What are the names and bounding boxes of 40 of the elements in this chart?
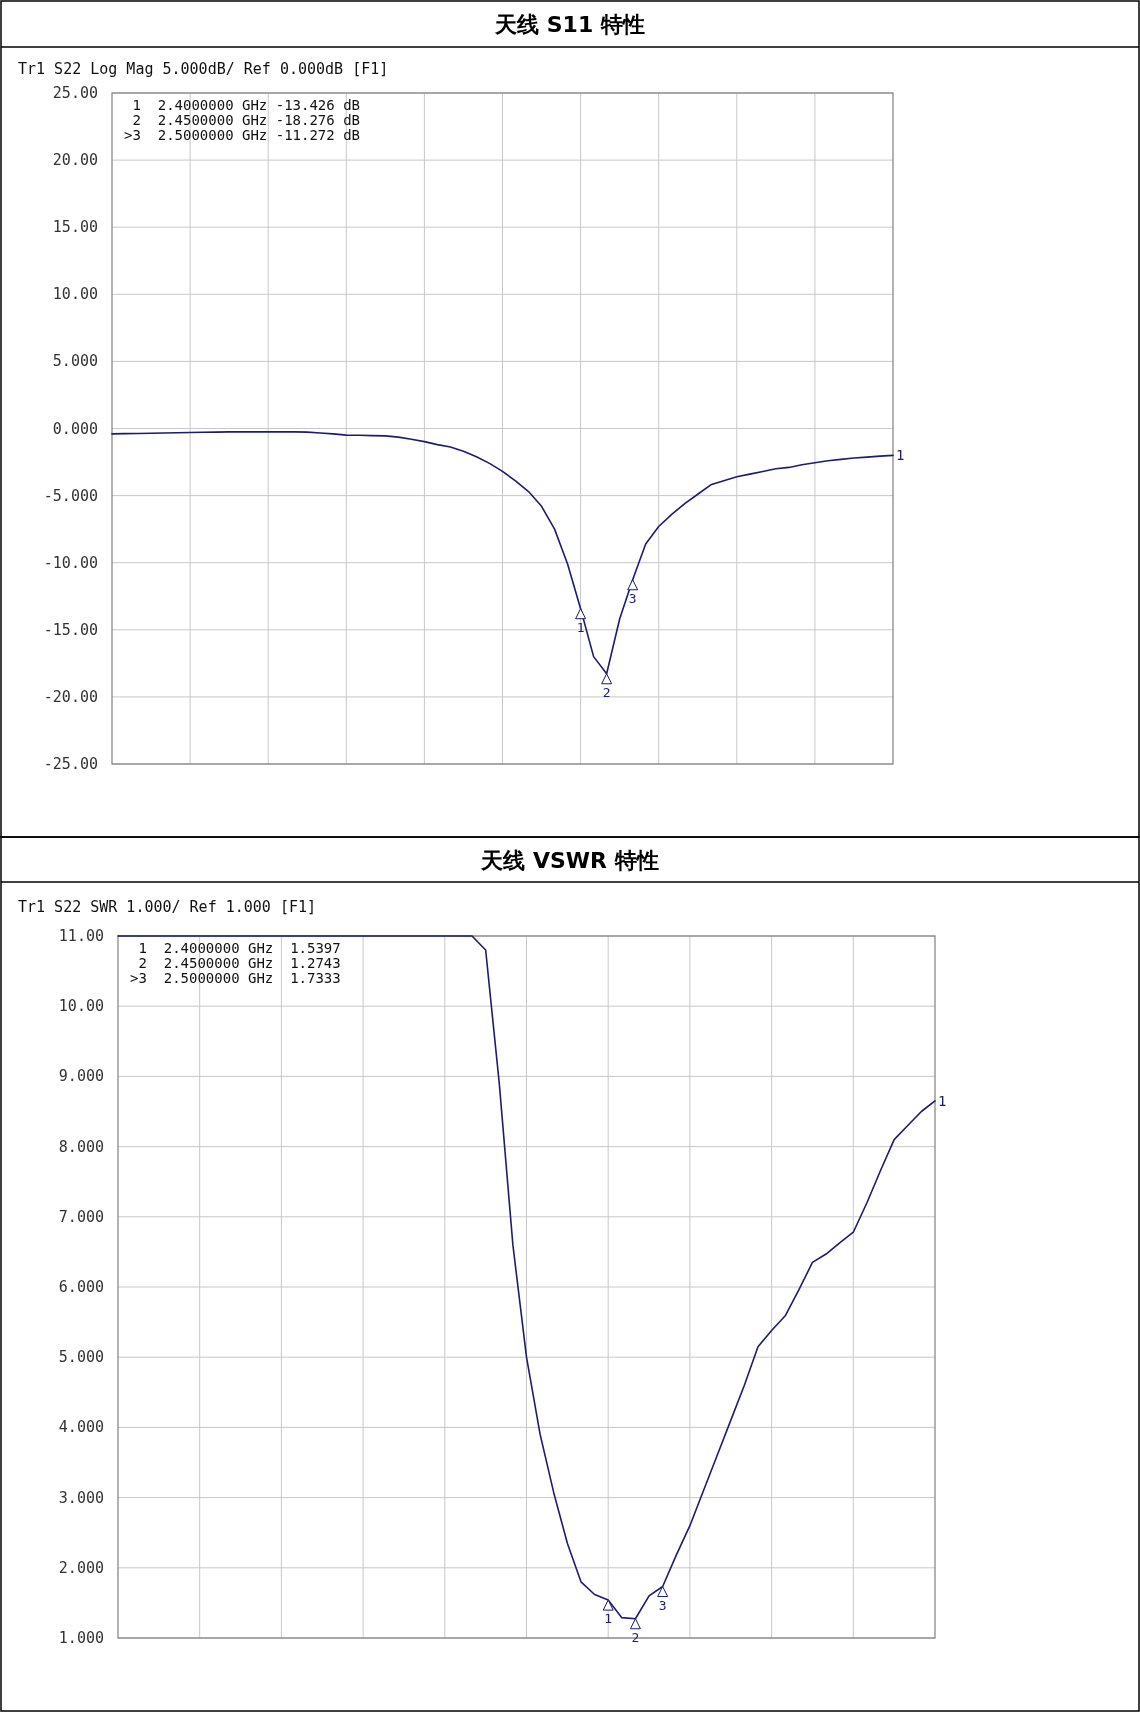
annotation: 2 [631,1629,640,1645]
annotation: >3 2.5000000 GHz -11.272 dB [124,127,361,143]
y-tick-label: -10.00 [43,553,98,572]
text: Tr1 S22 SWR 1.000/ Ref 1.000 [F1] [18,898,317,916]
annotation: 1 [576,619,585,635]
y-tick-label: 1.000 [58,1629,104,1647]
y-tick-label: -15.00 [43,620,98,639]
y-tick-label: 15.00 [52,218,98,237]
annotation: 3 [658,1597,667,1613]
annotation: 1 2.4000000 GHz 1.5397 [130,940,341,956]
annotation: 2 [602,684,611,700]
annotation: 1 2.4000000 GHz -13.426 dB [124,97,361,113]
y-tick-label: 2.000 [58,1558,104,1577]
y-tick-label: -25.00 [43,755,98,773]
chart-title: 天线 S11 特性 [494,12,645,37]
annotation: >3 2.5000000 GHz 1.7333 [130,970,341,986]
y-tick-label: 10.00 [58,997,104,1016]
text: 1 [896,447,905,464]
annotation: 2 2.4500000 GHz 1.2743 [130,955,341,971]
y-tick-label: 7.000 [58,1207,104,1226]
y-tick-label: 5.000 [58,1348,104,1367]
annotation: 1 [604,1611,613,1627]
y-tick-label: 4.000 [58,1418,104,1437]
y-tick-label: 3.000 [58,1488,104,1507]
y-tick-label: 0.000 [52,419,98,438]
y-tick-label: 5.000 [52,352,98,371]
y-tick-label: 20.00 [52,151,98,170]
y-tick-label: 10.00 [52,285,98,304]
y-tick-label: 9.000 [58,1067,104,1086]
annotation: 2 2.4500000 GHz -18.276 dB [124,112,361,128]
y-tick-label: -20.00 [43,687,98,706]
text: Tr1 S22 Log Mag 5.000dB/ Ref 0.000dB [F1] [18,60,389,78]
chart-title: 天线 VSWR 特性 [480,847,659,873]
y-tick-label: 6.000 [58,1278,104,1296]
text: 1 [938,1092,947,1109]
y-tick-label: 25.00 [52,84,98,102]
annotation: 3 [628,590,637,606]
y-tick-label: -5.000 [43,486,98,505]
y-tick-label: 8.000 [58,1137,104,1156]
y-tick-label: 11.00 [58,927,104,945]
